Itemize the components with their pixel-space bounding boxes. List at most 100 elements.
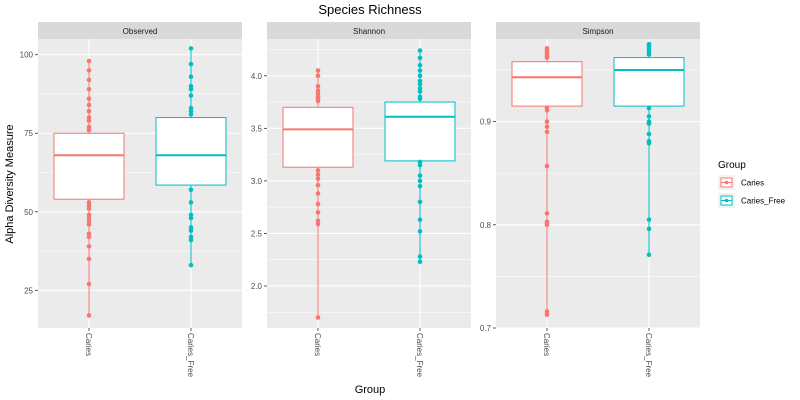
- boxplot-caries: [511, 45, 583, 317]
- data-point: [188, 215, 194, 221]
- data-point: [315, 201, 321, 207]
- data-point: [646, 131, 652, 137]
- data-point: [544, 222, 550, 228]
- data-point: [86, 118, 92, 123]
- data-point: [417, 78, 423, 84]
- data-point: [417, 86, 423, 91]
- data-point: [188, 187, 194, 193]
- data-point: [315, 73, 321, 79]
- data-point: [417, 254, 423, 259]
- data-point: [417, 162, 423, 168]
- data-point: [544, 107, 550, 113]
- y-tick-label: 3.5: [251, 124, 263, 133]
- y-tick-label: 3.0: [251, 177, 263, 186]
- strip-label: Simpson: [582, 27, 613, 36]
- strip-background: [267, 22, 471, 39]
- data-point: [417, 159, 423, 165]
- data-point: [315, 91, 321, 96]
- data-point: [417, 96, 423, 102]
- data-point: [86, 58, 92, 64]
- y-tick-label: 4.0: [251, 72, 263, 81]
- data-point: [544, 124, 550, 130]
- data-point: [188, 228, 194, 233]
- data-point: [86, 256, 92, 262]
- data-point: [86, 127, 92, 133]
- y-tick-label: 0.8: [480, 221, 492, 230]
- y-tick-label: 0.9: [480, 118, 492, 127]
- data-point: [646, 140, 652, 146]
- data-point: [544, 55, 550, 60]
- data-point: [86, 68, 92, 73]
- data-point: [646, 252, 652, 258]
- x-tick-label: Caries: [313, 333, 322, 356]
- legend: Group Caries Caries_Free: [718, 160, 786, 208]
- data-point: [417, 183, 423, 189]
- data-point: [315, 182, 321, 188]
- data-point: [86, 77, 92, 83]
- legend-title: Group: [718, 160, 746, 171]
- data-point: [315, 88, 321, 93]
- panel-shannon: Shannon 2.0 2.5 3.0 3.5 4.0 Caries Caries_Free: [251, 22, 471, 378]
- box: [53, 132, 125, 200]
- data-point: [315, 191, 321, 196]
- data-point: [646, 121, 652, 126]
- data-point: [86, 96, 92, 101]
- boxplot-caries-free: [613, 41, 685, 258]
- data-point: [86, 206, 92, 211]
- data-point: [315, 221, 321, 227]
- data-point: [417, 81, 423, 87]
- x-axis-title: Group: [355, 384, 386, 396]
- legend-key-point: [724, 198, 729, 203]
- x-tick-label: Caries: [84, 333, 93, 356]
- boxplot-caries-free: [384, 48, 456, 265]
- box: [384, 101, 456, 162]
- data-point: [646, 226, 652, 232]
- legend-entry-caries: Caries: [718, 175, 764, 190]
- data-point: [315, 68, 321, 73]
- box: [282, 106, 354, 168]
- data-point: [417, 62, 423, 68]
- y-tick-label: 2.0: [251, 282, 263, 291]
- y-tick-label: 25: [24, 286, 33, 295]
- strip-label: Shannon: [353, 27, 385, 36]
- data-point: [315, 210, 321, 215]
- data-point: [86, 234, 92, 240]
- data-point: [86, 244, 92, 249]
- data-point: [315, 98, 321, 104]
- legend-label: Caries: [741, 179, 764, 188]
- data-point: [417, 199, 423, 205]
- data-point: [646, 105, 652, 111]
- legend-label: Caries_Free: [741, 197, 786, 206]
- data-point: [544, 211, 550, 216]
- data-point: [188, 262, 194, 268]
- strip-background: [38, 22, 242, 39]
- data-point: [86, 86, 92, 92]
- data-point: [417, 178, 423, 184]
- data-point: [188, 61, 194, 67]
- boxplot-caries-free: [155, 46, 227, 268]
- x-tick-label: Caries_Free: [415, 333, 424, 378]
- data-point: [646, 52, 652, 57]
- data-point: [544, 312, 550, 317]
- data-point: [188, 46, 194, 51]
- data-point: [315, 168, 321, 173]
- strip-label: Observed: [123, 27, 158, 36]
- data-point: [188, 93, 194, 98]
- boxplot-caries: [53, 58, 125, 318]
- data-point: [315, 315, 321, 320]
- strip-background: [496, 22, 700, 39]
- x-tick-label: Caries_Free: [644, 333, 653, 378]
- box: [613, 57, 685, 107]
- data-point: [417, 48, 423, 53]
- data-point: [86, 108, 92, 114]
- data-point: [188, 237, 194, 243]
- data-point: [646, 217, 652, 222]
- y-tick-label: 100: [20, 51, 34, 60]
- data-point: [86, 222, 92, 227]
- data-point: [315, 172, 321, 177]
- data-point: [646, 114, 652, 119]
- y-tick-label: 0.7: [480, 324, 492, 333]
- box: [155, 117, 227, 186]
